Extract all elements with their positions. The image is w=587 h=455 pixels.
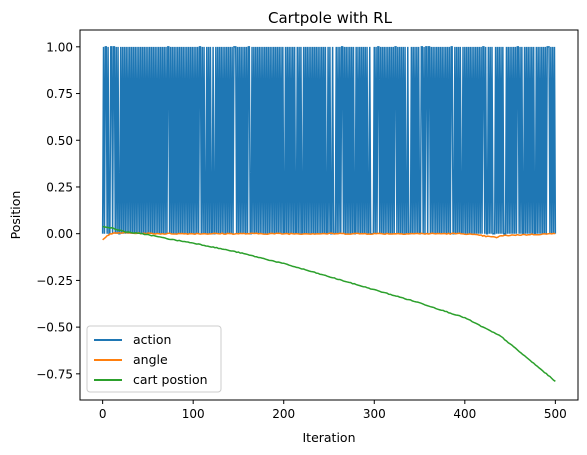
y-tick-label: −0.75 — [36, 367, 73, 381]
x-axis: 0 100 200 300 400 500 — [99, 400, 567, 421]
y-tick-label: −0.50 — [36, 321, 73, 335]
y-tick-label: 1.00 — [46, 40, 73, 54]
legend-label-action: action — [133, 332, 171, 347]
x-tick-label: 500 — [544, 407, 567, 421]
y-tick-label: 0.50 — [46, 134, 73, 148]
y-tick-label: −0.25 — [36, 274, 73, 288]
y-axis: −0.75 −0.50 −0.25 0.00 0.25 0.50 0.75 1.00 — [36, 40, 80, 381]
x-tick-label: 0 — [99, 407, 107, 421]
y-tick-label: 0.00 — [46, 227, 73, 241]
series-line-cart-postion — [102, 225, 556, 382]
legend: action angle cart postion — [86, 325, 222, 393]
y-tick-label: 0.75 — [46, 87, 73, 101]
chart-title: Cartpole with RL — [268, 9, 393, 27]
x-axis-label: Iteration — [302, 430, 355, 445]
legend-label-cart-postion: cart postion — [133, 372, 208, 387]
x-tick-label: 200 — [272, 407, 295, 421]
x-tick-label: 400 — [453, 407, 476, 421]
series-line-angle — [102, 231, 556, 241]
x-tick-label: 300 — [363, 407, 386, 421]
axes-frame — [79, 29, 579, 401]
legend-label-angle: angle — [133, 352, 168, 367]
x-tick-label: 100 — [182, 407, 205, 421]
y-axis-label: Position — [8, 191, 23, 240]
legend-box — [86, 325, 222, 393]
plot-area — [101, 46, 557, 382]
y-tick-label: 0.25 — [46, 180, 73, 194]
